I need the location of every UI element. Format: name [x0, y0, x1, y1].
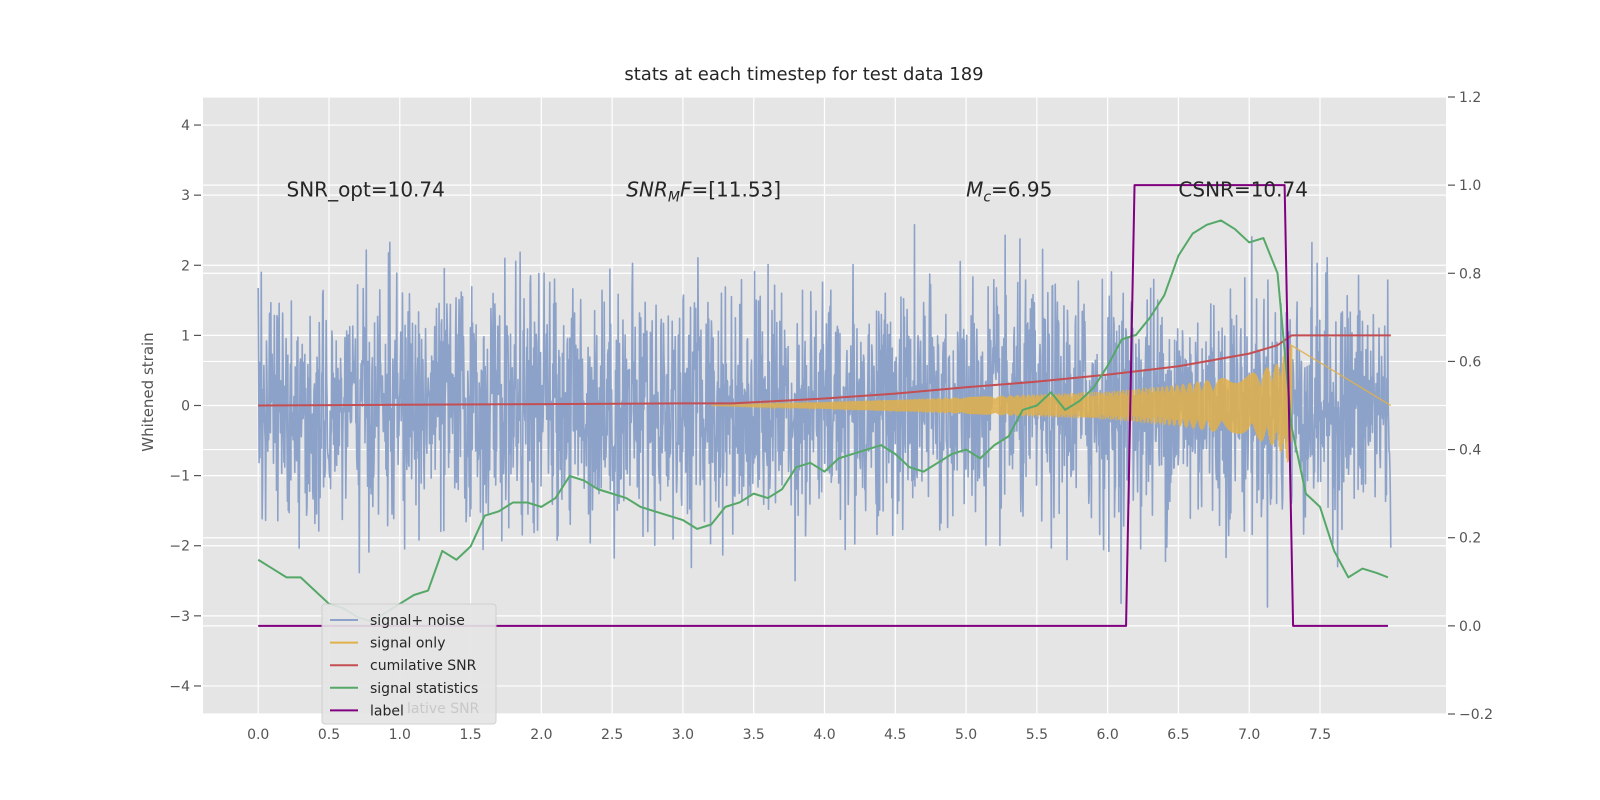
- y-tick-label-left: −3: [169, 609, 190, 625]
- y-tick-label-right: 0.6: [1459, 354, 1481, 370]
- y-tick-label-right: 1.0: [1459, 178, 1481, 194]
- annotation-0: SNR_opt=10.74: [287, 178, 445, 202]
- y-tick-label-left: −2: [169, 539, 190, 555]
- x-tick-label: 7.5: [1309, 727, 1331, 743]
- x-tick-label: 2.0: [530, 727, 552, 743]
- y-tick-label-right: −0.2: [1459, 707, 1493, 723]
- x-tick-label: 1.5: [459, 727, 481, 743]
- x-tick-label: 0.5: [318, 727, 340, 743]
- y-tick-label-right: 0.8: [1459, 266, 1481, 282]
- legend: lative SNR signal+ noise signal only cumila…: [321, 603, 497, 725]
- series-signal-noise: [257, 223, 1392, 608]
- series-signal-only: [711, 343, 1392, 463]
- x-tick-label: 4.0: [813, 727, 835, 743]
- legend-box: [321, 603, 497, 725]
- series-cumulative-snr: [258, 334, 1391, 407]
- legend-entry-1: signal only: [370, 636, 445, 652]
- x-tick-label: 5.5: [1026, 727, 1048, 743]
- legend-entry-3: signal statistics: [370, 681, 478, 697]
- annotation-1: SNRMF=[11.53]: [626, 178, 781, 206]
- x-tick-label: 7.0: [1238, 727, 1260, 743]
- y-tick-label-left: −4: [169, 679, 190, 695]
- series-label: [258, 184, 1388, 627]
- x-tick-label: 3.0: [672, 727, 694, 743]
- chart-title: stats at each timestep for test data 189: [624, 64, 983, 85]
- y-tick-label-left: 4: [181, 118, 190, 134]
- y-tick-label-right: 1.2: [1459, 90, 1481, 106]
- y-tick-label-left: 2: [181, 258, 190, 274]
- x-tick-label: 2.5: [601, 727, 623, 743]
- x-tick-label: 5.0: [955, 727, 977, 743]
- y-axis-label: Whitened strain: [139, 332, 157, 451]
- y-tick-label-left: 3: [181, 188, 190, 204]
- x-tick-label: 3.5: [743, 727, 765, 743]
- series-signal-statistics: [257, 219, 1389, 623]
- y-tick-label-left: 1: [181, 328, 190, 344]
- annotation-2: Mc=6.95: [966, 178, 1052, 206]
- x-tick-label: 6.5: [1167, 727, 1189, 743]
- x-tick-label: 1.0: [389, 727, 411, 743]
- y-tick-label-left: −1: [169, 469, 190, 485]
- x-tick-label: 4.5: [884, 727, 906, 743]
- series-layer: [257, 184, 1392, 627]
- legend-entry-0: signal+ noise: [370, 613, 465, 629]
- legend-entry-2: cumilative SNR: [370, 658, 477, 674]
- legend-ghost-text: lative SNR: [407, 701, 480, 717]
- x-tick-label: 0.0: [247, 727, 269, 743]
- chart-text: stats at each timestep for test data 189…: [139, 64, 1493, 743]
- y-tick-label-right: 0.4: [1459, 443, 1481, 459]
- y-tick-label-left: 0: [181, 399, 190, 415]
- x-tick-label: 6.0: [1097, 727, 1119, 743]
- y-tick-label-right: 0.0: [1459, 619, 1481, 635]
- annotation-3: CSNR=10.74: [1178, 178, 1308, 202]
- legend-entry-4: label: [370, 703, 404, 719]
- y-tick-label-right: 0.2: [1459, 531, 1481, 547]
